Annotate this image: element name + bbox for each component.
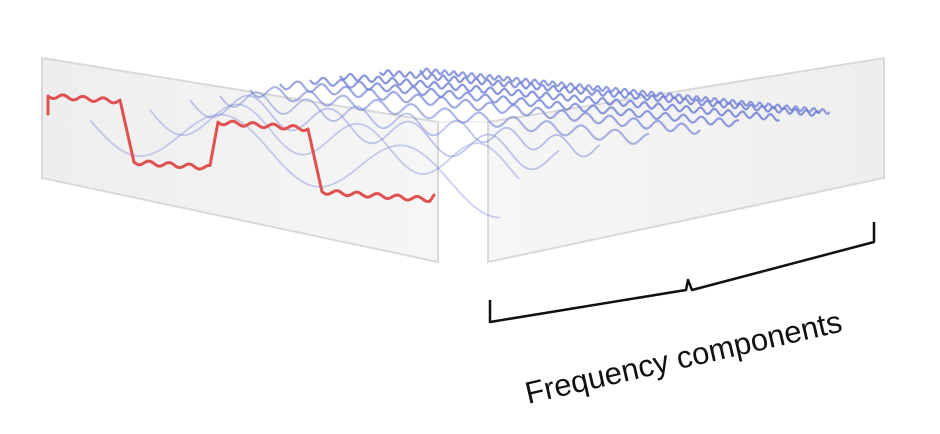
- components-bracket: [488, 222, 876, 324]
- frequency-component-wave: [249, 86, 650, 145]
- frequency-component-waves: [89, 67, 831, 219]
- time-domain-signal: [46, 93, 436, 203]
- time-domain-panel: [41, 56, 439, 264]
- frequency-component-wave: [279, 80, 701, 135]
- frequency-component-wave: [379, 69, 821, 118]
- frequency-component-wave: [189, 94, 560, 171]
- frequency-component-wave: [339, 72, 781, 122]
- frequency-component-wave: [219, 91, 601, 158]
- frequency-component-wave: [309, 76, 740, 128]
- frequency-components-label: Frequency components: [522, 304, 846, 411]
- frequency-component-wave: [149, 103, 520, 180]
- frequency-component-wave: [419, 67, 831, 115]
- frequency-component-wave: [89, 113, 500, 219]
